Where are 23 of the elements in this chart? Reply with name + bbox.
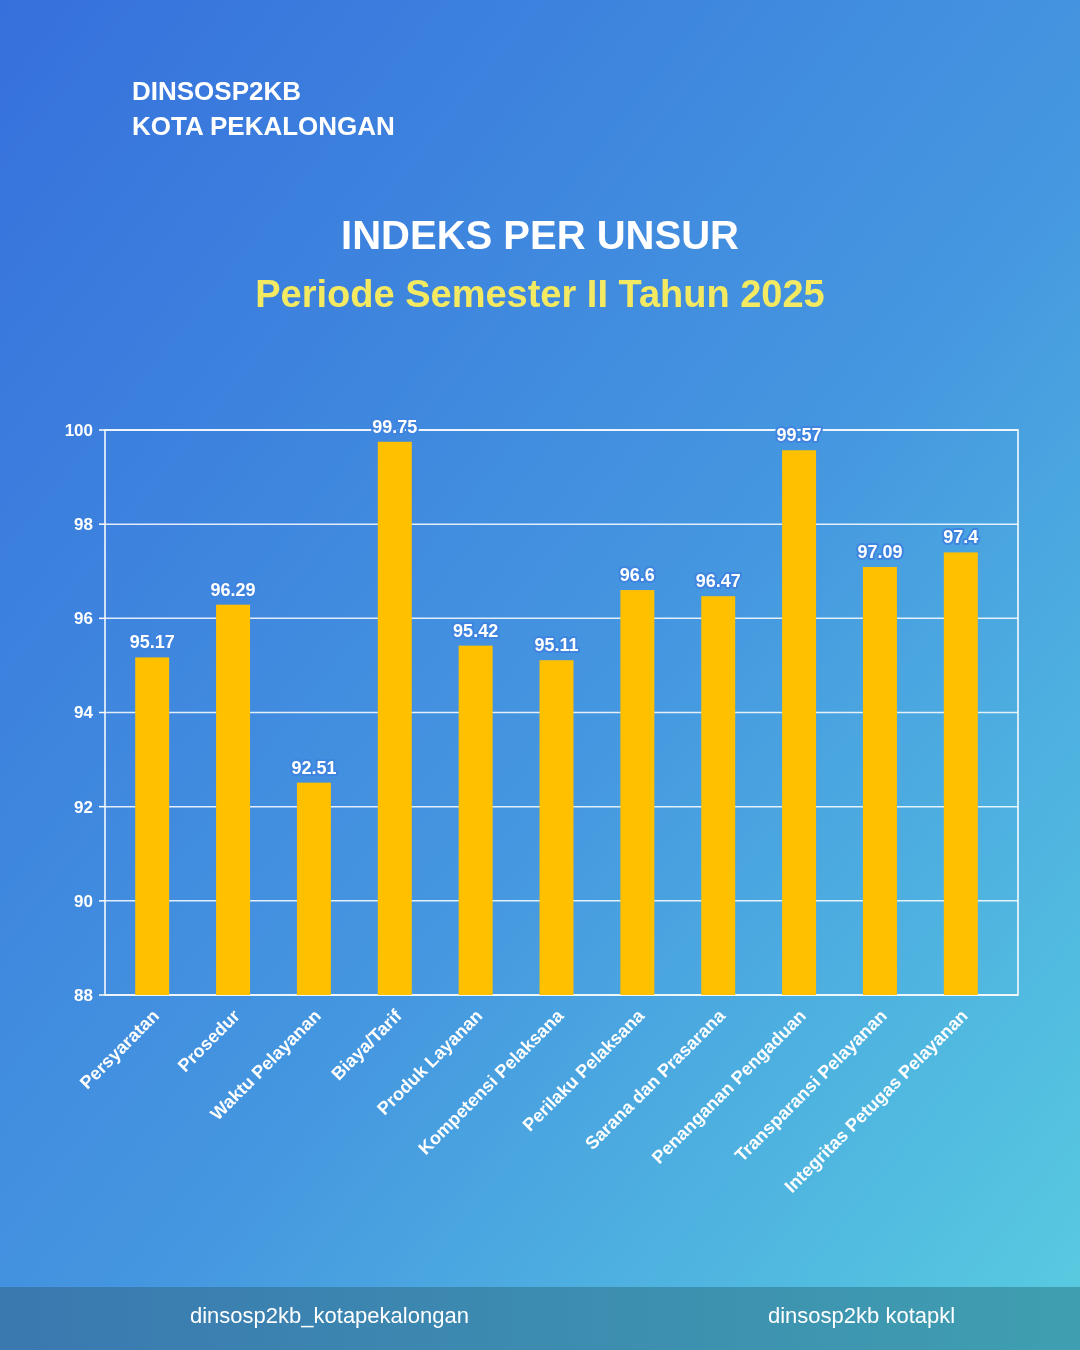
chart-title: INDEKS PER UNSUR [341,213,740,257]
y-tick-label: 96 [74,609,93,629]
text: DINSOSP2KB [132,76,302,106]
y-tick-label: 90 [74,891,93,911]
y-tick-label: 94 [74,703,94,723]
y-tick-label: 100 [64,420,93,440]
data-label: 92.51 [291,757,337,778]
chart-subtitle: Periode Semester II Tahun 2025 [255,273,825,315]
data-label: 95.42 [453,620,499,641]
data-label: 96.6 [619,565,655,586]
data-label: 95.11 [534,635,579,656]
y-tick-label: 98 [74,515,93,535]
y-tick-label: 92 [74,797,93,817]
text: KOTA PEKALONGAN [132,111,395,141]
text: dinsosp2kb kotapkl [768,1303,956,1328]
data-label: 96.29 [210,579,256,600]
data-label: 96.47 [695,571,741,592]
data-label: 95.17 [129,632,175,653]
data-label: 97.4 [943,527,979,548]
data-label: 97.09 [857,542,903,563]
y-tick-label: 88 [74,985,93,1005]
text: dinsosp2kb_kotapekalongan [190,1303,469,1328]
data-label: 99.57 [776,425,822,446]
